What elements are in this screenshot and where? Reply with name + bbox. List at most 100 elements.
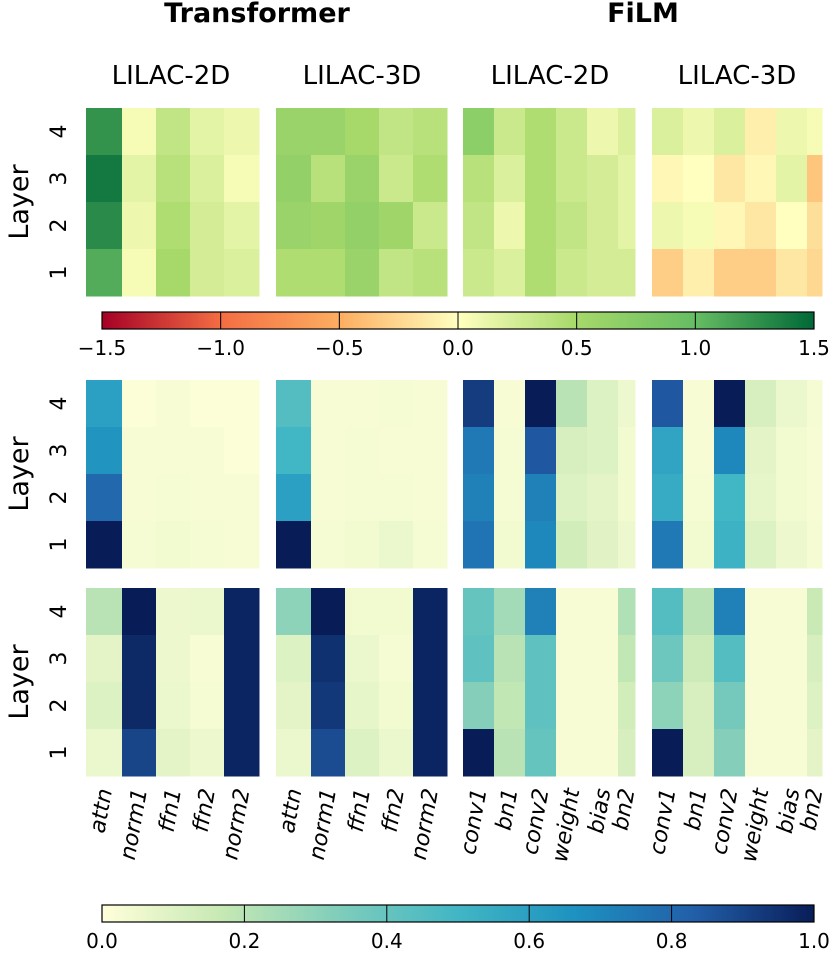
heatmap-cell (494, 249, 526, 297)
heatmap-cell (652, 249, 684, 297)
heatmap-cell (345, 682, 380, 730)
heatmap-cell (156, 380, 191, 428)
heatmap-cell (807, 155, 823, 203)
heatmap-cell (652, 474, 684, 522)
heatmap-cell (276, 155, 312, 203)
heatmap-cell (587, 635, 619, 683)
heatmap-cell (652, 729, 684, 777)
heatmap-cell (776, 202, 808, 250)
heatmap-cell (618, 635, 636, 683)
heatmap-cell (190, 380, 225, 428)
colorbar-tick-label: 1.0 (679, 336, 711, 360)
heatmap-cell (587, 682, 619, 730)
heatmap-cell (652, 588, 684, 636)
heatmap-cell (776, 635, 808, 683)
heatmap-cell (413, 155, 448, 203)
layer-tick-label: 3 (47, 172, 72, 186)
colorbar-tick-label: −1.0 (196, 336, 245, 360)
heatmap-cell (413, 427, 448, 475)
heatmap-cell (776, 682, 808, 730)
heatmap-cell (311, 155, 346, 203)
layer-tick-label: 4 (47, 125, 72, 139)
subtitle-transformer-3d: LILAC-3D (303, 61, 422, 91)
y-axis-label: Layer (4, 435, 35, 511)
heatmap-cell (776, 729, 808, 777)
layer-tick-label: 1 (47, 538, 72, 552)
heatmap-cell (190, 108, 225, 156)
heatmap-cell (276, 427, 312, 475)
heatmap-cell (587, 474, 619, 522)
y-axis-label: Layer (4, 643, 35, 719)
heatmap-cell (683, 108, 715, 156)
heatmap-cell (776, 249, 808, 297)
heatmap-cell (556, 380, 588, 428)
heatmap-cell (413, 588, 448, 636)
heatmap-cell (618, 729, 636, 777)
heatmap-cell (494, 588, 526, 636)
heatmap-cell (122, 108, 157, 156)
heatmap-cell (587, 249, 619, 297)
heatmap-cell (525, 729, 557, 777)
heatmap-cell (556, 588, 588, 636)
heatmap-cell (776, 108, 808, 156)
heatmap-cell (379, 427, 414, 475)
heatmap-cell (276, 380, 312, 428)
heatmap-cell (190, 682, 225, 730)
heatmap-cell (745, 427, 777, 475)
heatmap-cell (494, 202, 526, 250)
colorbar-tick-label: 1.5 (798, 336, 830, 360)
heatmap-cell (276, 249, 312, 297)
heatmap-cell (556, 108, 588, 156)
heatmap-cell (345, 427, 380, 475)
subtitle-transformer-2d: LILAC-2D (112, 61, 231, 91)
heatmap-cell (276, 729, 312, 777)
heatmap-cell (345, 380, 380, 428)
heatmap-cell (463, 474, 495, 522)
colorbar-tick-label: 1.0 (798, 929, 830, 953)
heatmap-cell (556, 729, 588, 777)
heatmap-cell (224, 682, 260, 730)
heatmap-cell (494, 380, 526, 428)
heatmap-cell (683, 380, 715, 428)
heatmap-cell (745, 588, 777, 636)
heatmap-cell (525, 380, 557, 428)
heatmap-cell (413, 249, 448, 297)
heatmap-cell (345, 202, 380, 250)
heatmap-cell (494, 682, 526, 730)
x-tick-label: ffn2 (378, 787, 410, 835)
layer-tick-label: 4 (47, 605, 72, 619)
colorbar-tick-label: 0.4 (371, 929, 403, 953)
layer-tick-label: 3 (47, 652, 72, 666)
heatmap-cell (345, 108, 380, 156)
heatmap-cell (618, 521, 636, 569)
heatmap-cell (122, 249, 157, 297)
heatmap-cell (122, 729, 157, 777)
heatmap-cell (525, 635, 557, 683)
heatmap-cell (156, 474, 191, 522)
heatmap-cell (714, 682, 746, 730)
heatmap-cell (618, 249, 636, 297)
heatmap-cell (122, 682, 157, 730)
heatmap-cell (494, 635, 526, 683)
heatmap-cell (525, 521, 557, 569)
colorbar-tick-label: 0.2 (228, 929, 260, 953)
heatmap-cell (311, 380, 346, 428)
heatmap-cell (776, 155, 808, 203)
heatmap-cell (652, 427, 684, 475)
heatmap-cell (714, 249, 746, 297)
layer-tick-label: 1 (47, 746, 72, 760)
heatmap-cell (525, 474, 557, 522)
heatmap-cell (652, 202, 684, 250)
heatmap-cell (156, 635, 191, 683)
heatmap-cell (379, 380, 414, 428)
heatmap-cell (86, 682, 123, 730)
heatmap-cell (525, 588, 557, 636)
heatmap-cell (190, 588, 225, 636)
heatmap-cell (683, 474, 715, 522)
layer-tick-label: 2 (47, 699, 72, 713)
heatmap-cell (463, 521, 495, 569)
heatmap-cell (652, 155, 684, 203)
heatmap-cell (379, 202, 414, 250)
heatmap-cell (379, 155, 414, 203)
heatmap-cell (190, 155, 225, 203)
